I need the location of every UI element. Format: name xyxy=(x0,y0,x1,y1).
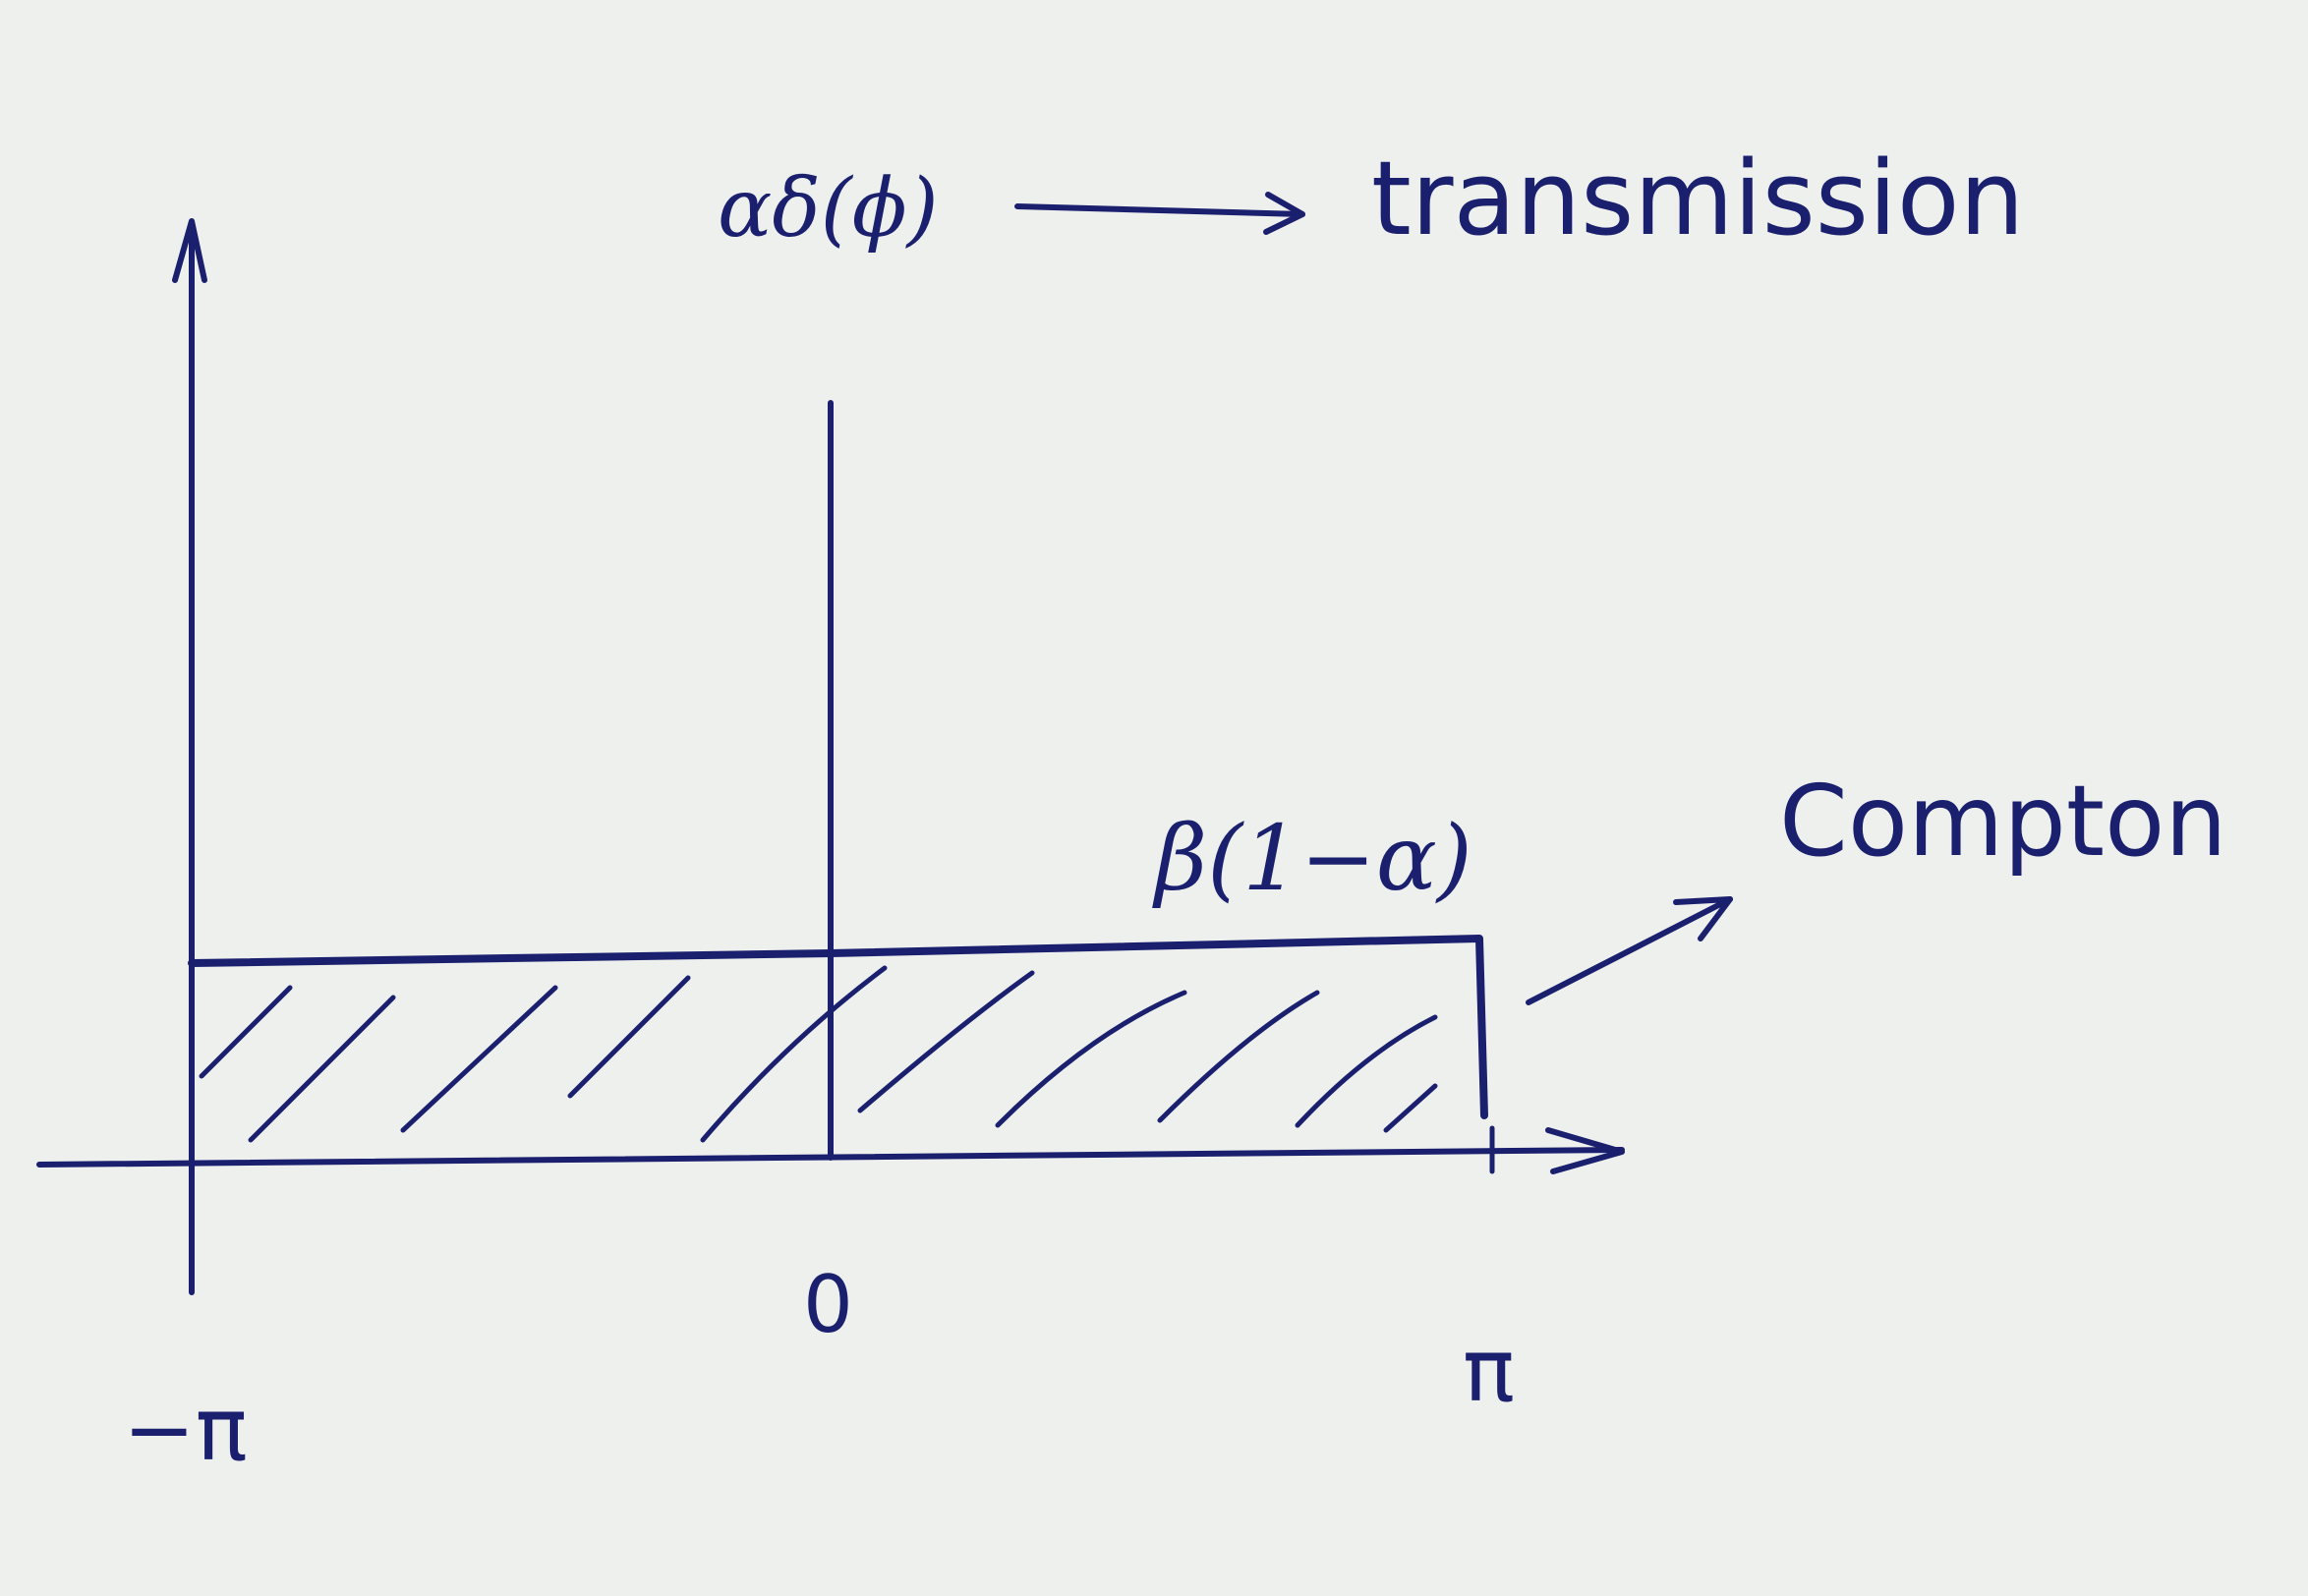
beta-label: β(1−α) xyxy=(1152,806,1472,911)
compton-box xyxy=(188,935,1488,1119)
tick-pi: π xyxy=(1463,1320,1515,1421)
transmission-arrow xyxy=(1014,192,1305,235)
y-axis xyxy=(172,218,207,1295)
transmission-label: transmission xyxy=(1371,139,2024,258)
compton-label: Compton xyxy=(1779,764,2227,879)
tick-neg-pi: −π xyxy=(123,1379,248,1480)
hatch-lines xyxy=(199,965,1438,1143)
delta-label: αδ(ϕ) xyxy=(718,162,939,256)
compton-arrow xyxy=(1526,896,1733,1005)
tick-zero: 0 xyxy=(803,1259,853,1350)
